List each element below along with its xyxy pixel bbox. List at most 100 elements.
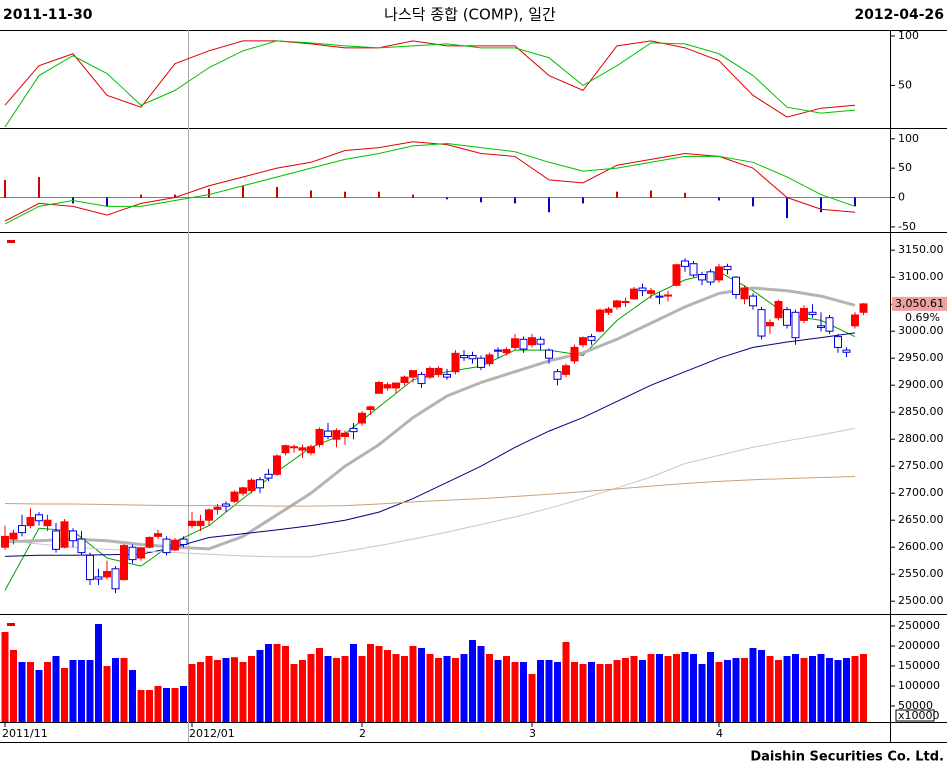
histogram-bar [378, 191, 380, 198]
histogram-bar [174, 194, 176, 198]
histogram-bar [514, 197, 516, 204]
histogram-bar [718, 197, 720, 201]
candle-body [570, 346, 579, 362]
volume-bar [248, 656, 255, 722]
volume-bar [766, 656, 774, 722]
candle-body [740, 287, 749, 300]
candle-body [52, 530, 60, 550]
volume-bar [690, 654, 697, 722]
last-price-label: 3,050.61 [895, 297, 944, 310]
candle-body [332, 430, 341, 440]
y-tick-label: 2850.00 [898, 405, 944, 418]
candle-body [18, 525, 26, 534]
volume-bar [316, 648, 323, 722]
volume-bar [571, 662, 578, 722]
volume-bar [613, 660, 621, 722]
volume-bar [800, 658, 808, 722]
volume-bar [27, 662, 34, 722]
candle-body [647, 290, 655, 294]
volume-bar [630, 656, 638, 722]
volume-bar [103, 666, 111, 722]
volume-bar [214, 660, 221, 722]
volume-bar [460, 654, 468, 722]
volume-bar [749, 648, 757, 722]
candle-body [43, 519, 52, 527]
volume-bar [843, 658, 850, 722]
y-tick-label: 3100.00 [898, 270, 944, 283]
volume-bar [409, 646, 417, 722]
volume-bar [545, 660, 553, 722]
candle-body [426, 367, 434, 378]
candle-body [307, 446, 315, 454]
candle-body [638, 287, 647, 292]
volume-bar [596, 664, 604, 722]
candle-body [808, 311, 817, 315]
candle-body [179, 538, 188, 545]
volume-bar [698, 664, 706, 722]
volume-bar [562, 642, 570, 722]
candle-body [655, 295, 664, 298]
candle-body [545, 349, 553, 359]
candle-body [689, 263, 698, 276]
y-tick-label: 250000 [898, 619, 940, 632]
candle-body [290, 446, 298, 449]
volume-bar [426, 654, 434, 722]
volume-bar [333, 658, 340, 722]
volume-bar [78, 660, 85, 722]
volume-bar [384, 650, 391, 722]
candle-body [230, 491, 239, 502]
candle-body [859, 303, 868, 313]
candle-body [154, 533, 162, 537]
y-tick-label: 2900.00 [898, 378, 944, 391]
candle-body [834, 336, 842, 348]
histogram-bar [276, 186, 278, 198]
candle-body [26, 517, 35, 527]
candle-body [596, 309, 604, 332]
volume-bar [95, 624, 102, 722]
candle-body [732, 276, 740, 295]
y-tick-label: 50000 [898, 699, 933, 712]
volume-bar [171, 688, 179, 722]
volume-bar [588, 662, 595, 722]
footer: Daishin Securities Co. Ltd. [750, 750, 944, 765]
volume-bar [741, 658, 748, 722]
volume-bar [758, 650, 765, 722]
volume-bar [137, 690, 145, 722]
candle-body [562, 365, 570, 375]
candle-body [366, 406, 375, 410]
volume-bar [350, 644, 357, 722]
histogram-bar [38, 176, 40, 198]
histogram-bar [446, 197, 448, 200]
histogram-bar [412, 194, 414, 198]
volume-bar [503, 656, 510, 722]
panel-marker [7, 240, 15, 243]
volume-bar [273, 644, 281, 722]
volume-bar [579, 664, 587, 722]
candle-body [528, 337, 536, 346]
y-tick-label: 100000 [898, 679, 940, 692]
histogram-bar [820, 197, 822, 213]
volume-bar [222, 658, 230, 722]
volume-bar [851, 656, 859, 722]
volume-bar [605, 664, 612, 722]
unit-box [895, 709, 935, 722]
volume-bar [129, 670, 136, 722]
candle-body [477, 357, 485, 368]
candle-body [791, 311, 800, 339]
candle-body [247, 479, 256, 491]
candle-body [502, 349, 511, 354]
candle-body [111, 568, 120, 590]
chart-title: 나스닥 종합 (COMP), 일간 [384, 6, 556, 24]
candle-body [536, 338, 545, 345]
volume-bar [817, 654, 825, 722]
volume-bar [673, 654, 680, 722]
candle-body [137, 547, 145, 559]
change-label: 0.69% [905, 311, 940, 324]
y-tick-label: 2550.00 [898, 567, 944, 580]
candle-body [196, 520, 205, 527]
volume-bar [707, 652, 714, 722]
volume-bar [452, 658, 459, 722]
y-tick-label: 0 [898, 191, 905, 204]
volume-bar [622, 658, 629, 722]
indicator-line [4, 40, 856, 118]
